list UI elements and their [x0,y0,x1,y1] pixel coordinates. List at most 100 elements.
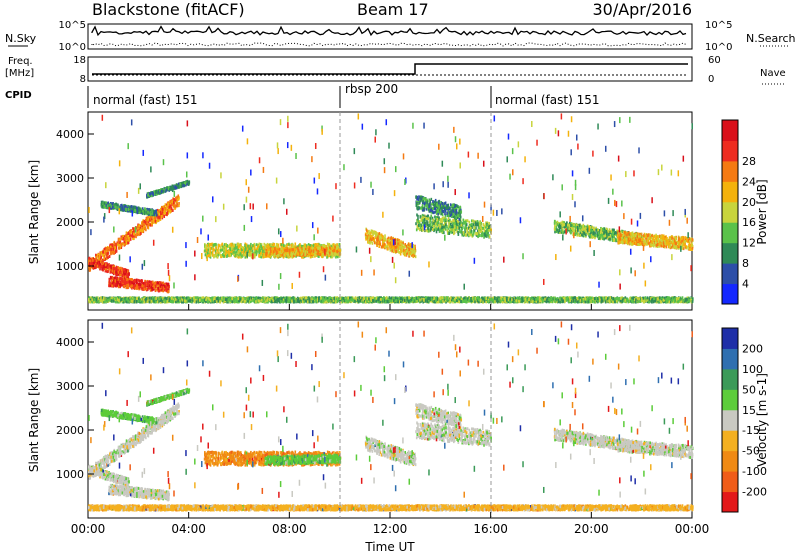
power-cell [147,281,149,284]
power-cell [210,247,212,250]
power-cell [235,244,237,247]
nave-tick-top: 60 [708,55,721,66]
power-cell [154,282,156,285]
cpid-segment-2: rbsp 200 [345,82,398,96]
power-cell [231,247,233,250]
power-cell [111,252,113,255]
power-cell [109,248,111,251]
power-cell [105,263,107,266]
power-cell [109,282,111,285]
power-cell [304,243,306,246]
power-cell [145,221,147,224]
power-cell [149,224,151,227]
power-cell [215,243,217,246]
power-cell [119,238,121,241]
power-cell [258,245,260,248]
freq-label: Freq. [8,56,33,67]
power-cell [105,251,107,254]
power-cell [95,266,97,269]
power-cell [128,272,130,275]
power-cell [133,232,135,235]
power-cell [124,281,126,284]
power-cell [209,244,211,247]
power-cell [233,251,235,254]
power-cell [162,208,164,211]
power-cell [294,243,296,246]
power-cell [124,243,126,246]
power-cell [138,224,140,227]
power-cell [226,244,228,247]
power-cell [126,284,128,287]
power-cell [216,249,218,252]
power-cell [218,249,220,252]
power-cell [99,255,101,258]
power-cell [230,254,232,257]
power-cell [142,230,144,233]
power-cell [260,245,262,248]
power-cell [157,287,159,290]
nsearch-tick-bottom: 10^0 [705,42,732,53]
power-cell [115,250,117,253]
power-cell [141,284,143,287]
nsearch-label: N.Search [746,32,796,45]
power-cell [110,276,112,279]
power-cell [123,237,125,240]
power-cell [128,281,130,284]
freq-series [92,64,688,74]
radar-summary-plot: Blackstone (fitACF) Beam 17 30/Apr/2016 … [0,0,800,554]
power-cell [231,243,233,246]
power-cell [150,289,152,292]
power-cell [100,251,102,254]
power-cell [118,266,120,269]
power-cell [121,237,123,240]
power-cell [121,277,123,280]
power-cell [109,255,111,258]
power-cell [126,231,128,234]
power-cell [134,279,136,282]
power-cell [113,271,115,274]
power-cell [108,278,110,281]
power-cell [114,279,116,282]
power-cell [120,284,122,287]
power-cell [177,204,179,207]
power-cell [135,284,137,287]
power-cell [173,205,175,208]
power-cell [262,250,264,253]
power-cell [254,253,256,256]
power-cell [147,217,149,220]
power-cell [166,213,168,216]
power-cell [178,204,180,207]
power-cell [160,212,162,215]
power-cell [225,247,227,250]
power-cell [97,265,99,268]
power-cell [125,238,127,241]
power-cell [263,247,265,250]
power-panel-frame [88,112,692,310]
power-cell [102,262,104,265]
power-cell [119,247,121,250]
power-cell [112,248,114,251]
power-cell [178,198,180,201]
power-cell [168,290,170,293]
power-cell [241,254,243,257]
power-cell [151,281,153,284]
power-cell [123,268,125,271]
power-cell [250,245,252,248]
power-cell [175,204,177,207]
power-cell [133,286,135,289]
power-cell [160,285,162,288]
power-cell [171,207,173,210]
power-cell [118,278,120,281]
power-cell [252,250,254,253]
power-cell [126,237,128,240]
power-cell [162,287,164,290]
power-cell [270,243,272,246]
power-cell [164,285,166,288]
power-cell [113,251,115,254]
power-cell [153,219,155,222]
power-cell [148,223,150,226]
cpid-label: CPID [5,90,32,101]
power-cell [140,229,142,232]
power-cell [266,245,268,248]
